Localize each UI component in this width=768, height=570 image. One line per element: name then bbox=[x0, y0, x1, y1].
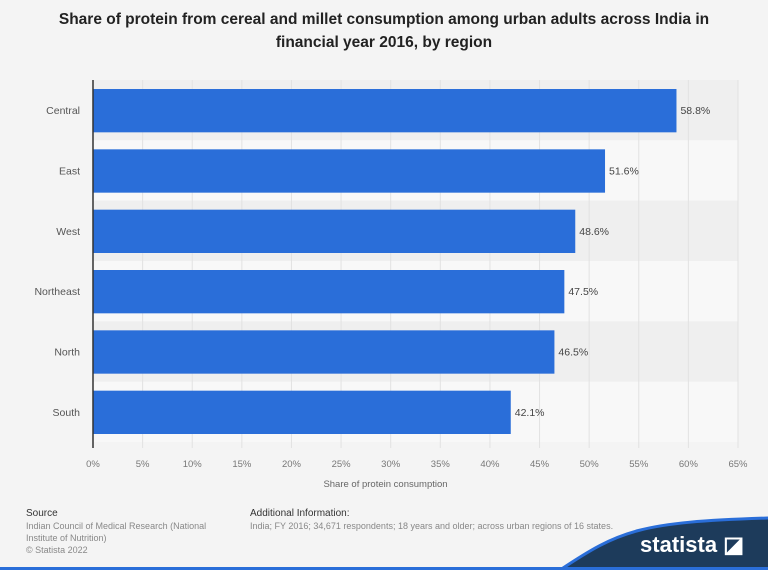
info-label: Additional Information: bbox=[250, 508, 350, 519]
x-tick-label: 40% bbox=[480, 459, 500, 470]
x-axis-title: Share of protein consumption bbox=[323, 479, 447, 490]
info-block: Additional Information: India; FY 2016; … bbox=[250, 507, 670, 532]
data-label: 48.6% bbox=[579, 226, 609, 238]
copyright: © Statista 2022 bbox=[26, 545, 88, 555]
x-tick-label: 0% bbox=[86, 459, 100, 470]
x-tick-label: 30% bbox=[381, 459, 401, 470]
x-tick-label: 10% bbox=[183, 459, 203, 470]
y-tick-label: Central bbox=[46, 105, 80, 117]
x-tick-label: 35% bbox=[431, 459, 451, 470]
y-tick-label: Northeast bbox=[34, 286, 80, 298]
y-tick-label: East bbox=[59, 166, 80, 178]
data-label: 51.6% bbox=[609, 166, 639, 178]
bar bbox=[93, 390, 511, 434]
bar bbox=[93, 270, 565, 314]
source-block: Source Indian Council of Medical Researc… bbox=[26, 507, 226, 556]
bar bbox=[93, 209, 576, 253]
x-tick-label: 55% bbox=[629, 459, 649, 470]
x-tick-label: 15% bbox=[232, 459, 252, 470]
bar bbox=[93, 89, 677, 133]
y-tick-label: South bbox=[53, 407, 81, 419]
data-label: 42.1% bbox=[515, 407, 545, 419]
data-label: 46.5% bbox=[558, 347, 588, 359]
x-tick-label: 20% bbox=[282, 459, 302, 470]
y-tick-label: West bbox=[56, 226, 80, 238]
source-label: Source bbox=[26, 508, 58, 519]
bar bbox=[93, 330, 555, 374]
x-tick-label: 50% bbox=[580, 459, 600, 470]
data-label: 47.5% bbox=[568, 286, 598, 298]
chart-title: Share of protein from cereal and millet … bbox=[58, 11, 710, 51]
statista-logo[interactable]: statista ◪ bbox=[640, 532, 744, 557]
data-label: 58.8% bbox=[680, 105, 710, 117]
y-tick-label: North bbox=[54, 347, 80, 359]
bar bbox=[93, 149, 606, 193]
x-tick-label: 45% bbox=[530, 459, 550, 470]
x-tick-label: 5% bbox=[136, 459, 150, 470]
x-tick-label: 60% bbox=[679, 459, 699, 470]
source-text: Indian Council of Medical Research (Nati… bbox=[26, 521, 207, 543]
info-text: India; FY 2016; 34,671 respondents; 18 y… bbox=[250, 521, 614, 531]
x-tick-label: 65% bbox=[728, 459, 748, 470]
x-tick-label: 25% bbox=[332, 459, 352, 470]
